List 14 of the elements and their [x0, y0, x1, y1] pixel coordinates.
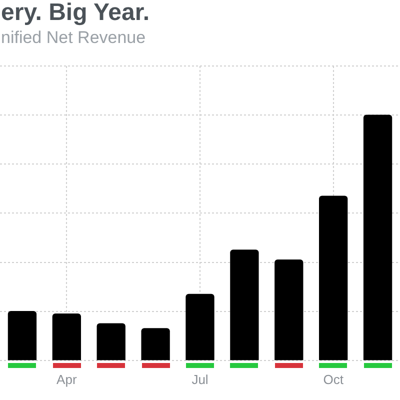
- x-tick-label: Oct: [323, 372, 344, 387]
- bar: [363, 114, 392, 360]
- bar: [319, 196, 348, 360]
- chart-title: ery. Big Year.: [1, 0, 150, 26]
- bar: [141, 328, 170, 360]
- bar: [230, 250, 259, 360]
- bar: [186, 294, 214, 360]
- chart-subtitle: nified Net Revenue: [1, 28, 146, 48]
- bar: [96, 323, 126, 360]
- bar: [8, 311, 37, 360]
- x-tick-label: Apr: [56, 372, 78, 387]
- x-tick-label: Jul: [192, 372, 208, 387]
- bar: [52, 313, 81, 360]
- bar: [274, 259, 304, 360]
